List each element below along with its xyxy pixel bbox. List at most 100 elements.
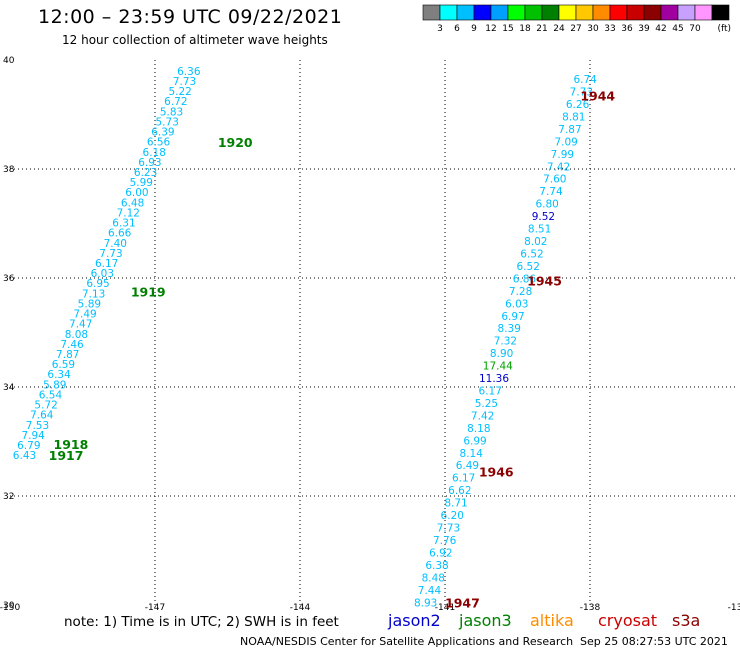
wave-height-value: 7.94 <box>21 430 45 442</box>
wave-height-value: 17.44 <box>483 361 513 373</box>
x-tick-label: -150 <box>0 603 20 613</box>
wave-height-value: 6.26 <box>566 99 590 111</box>
wave-height-value: 5.99 <box>130 177 153 189</box>
colorbar-swatch <box>660 4 679 21</box>
wave-height-value: 8.90 <box>490 348 513 360</box>
colorbar-swatch <box>711 4 730 21</box>
wave-height-value: 6.38 <box>425 560 448 572</box>
wave-height-value: 7.46 <box>60 339 84 351</box>
wave-height-value: 7.12 <box>117 207 140 219</box>
footer-credit: NOAA/NESDIS Center for Satellite Applica… <box>240 635 573 648</box>
colorbar-swatch <box>541 4 560 21</box>
wave-height-value: 7.73 <box>99 248 122 260</box>
wave-height-value: 6.17 <box>479 386 502 398</box>
satellite-tracks: 6.436.797.947.537.645.726.545.896.346.59… <box>13 66 597 609</box>
colorbar-swatch <box>456 4 475 21</box>
wave-height-value: 6.18 <box>143 147 166 159</box>
y-tick-label: 32 <box>3 492 14 502</box>
wave-height-value: 8.14 <box>460 448 484 460</box>
time-label: 1919 <box>131 285 166 300</box>
colorbar-swatch <box>575 4 594 21</box>
wave-height-value: 7.42 <box>547 161 570 173</box>
track-east: 8.937.448.486.386.927.767.736.208.716.62… <box>414 74 597 609</box>
wave-height-value: 6.17 <box>95 258 118 270</box>
y-tick-label: 40 <box>3 56 15 66</box>
wave-height-value: 5.25 <box>475 398 498 410</box>
colorbar-swatch <box>694 4 713 21</box>
y-tick-label: 38 <box>3 165 15 175</box>
wave-height-value: 6.66 <box>108 228 132 240</box>
colorbar-tick-label: 30 <box>587 24 599 34</box>
wave-height-value: 7.28 <box>509 286 532 298</box>
wave-height-value: 6.92 <box>429 547 452 559</box>
colorbar-tick-label: 15 <box>502 24 513 34</box>
wave-height-value: 7.73 <box>570 87 593 99</box>
wave-height-value: 7.09 <box>554 136 577 148</box>
x-tick-label: -144 <box>290 603 311 613</box>
legend-altika: altika <box>530 611 574 630</box>
wave-height-value: 6.62 <box>448 485 471 497</box>
wave-height-value: 6.74 <box>573 74 597 86</box>
colorbar-swatch <box>524 4 543 21</box>
wave-height-value: 7.13 <box>82 288 105 300</box>
wave-height-value: 8.81 <box>562 111 585 123</box>
footer-note: note: 1) Time is in UTC; 2) SWH is in fe… <box>64 614 339 630</box>
y-tick-label: 34 <box>3 383 15 393</box>
wave-height-value: 5.73 <box>156 116 179 128</box>
wave-height-value: 7.76 <box>433 535 457 547</box>
wave-height-value: 6.23 <box>134 167 157 179</box>
wave-height-value: 8.02 <box>524 236 547 248</box>
legend-jason3: jason3 <box>458 611 512 630</box>
wave-height-value: 6.95 <box>86 278 109 290</box>
colorbar-swatch <box>422 4 441 21</box>
colorbar-swatch <box>507 4 526 21</box>
wave-height-value: 7.87 <box>56 349 79 361</box>
wave-height-value: 7.99 <box>551 149 574 161</box>
color-scale-bar: 3 6 9 12 15 18 21 24 27 30 33 36 39 42 45 70 (ft) <box>422 4 731 34</box>
wave-height-value: 6.43 <box>13 450 36 462</box>
wave-height-value: 6.34 <box>47 369 71 381</box>
wave-height-value: 5.89 <box>43 379 66 391</box>
plot-grid <box>10 60 735 605</box>
wave-height-value: 6.52 <box>517 261 540 273</box>
wave-height-value: 6.17 <box>452 473 475 485</box>
wave-height-value: 6.52 <box>520 248 543 260</box>
colorbar-swatch <box>626 4 645 21</box>
plot-axes: -150 -147 -144 -141 -138 -13 30 32 34 36 38 40 <box>0 56 740 613</box>
chart-title: 12:00 – 23:59 UTC 09/22/2021 <box>38 6 343 28</box>
wave-height-value: 6.39 <box>151 127 174 139</box>
wave-height-value: 6.97 <box>501 311 524 323</box>
wave-height-value: 6.99 <box>463 435 486 447</box>
wave-height-value: 5.89 <box>78 298 101 310</box>
wave-height-value: 5.22 <box>168 86 191 98</box>
wave-height-value: 7.32 <box>494 336 517 348</box>
colorbar-tick-label: (ft) <box>717 24 731 34</box>
colorbar-tick-label: 9 <box>471 24 477 34</box>
x-tick-label: -138 <box>580 603 601 613</box>
colorbar-tick-label: 70 <box>689 24 701 34</box>
colorbar-tick-label: 6 <box>454 24 460 34</box>
wave-height-value: 6.80 <box>535 199 558 211</box>
wave-height-value: 6.86 <box>513 273 537 285</box>
wave-height-value: 6.31 <box>112 218 135 230</box>
wave-height-value: 6.48 <box>121 197 144 209</box>
wave-height-value: 7.40 <box>104 238 127 250</box>
wave-height-value: 8.51 <box>528 224 551 236</box>
wave-height-value: 8.08 <box>65 329 88 341</box>
chart-footer: note: 1) Time is in UTC; 2) SWH is in fe… <box>64 611 728 648</box>
wave-height-value: 7.42 <box>471 410 494 422</box>
wave-height-value: 7.73 <box>437 523 460 535</box>
time-label: 1945 <box>527 274 562 289</box>
x-tick-label: -13 <box>728 603 740 613</box>
wave-height-value: 7.44 <box>418 585 442 597</box>
wave-height-value: 8.93 <box>414 597 437 609</box>
colorbar-tick-label: 36 <box>621 24 633 34</box>
colorbar-tick-label: 33 <box>604 24 615 34</box>
colorbar-swatch <box>592 4 611 21</box>
wave-height-value: 8.18 <box>467 423 490 435</box>
wave-height-value: 6.20 <box>441 510 464 522</box>
colorbar-swatch <box>609 4 628 21</box>
track-west: 6.436.797.947.537.645.726.545.896.346.59… <box>13 66 201 462</box>
